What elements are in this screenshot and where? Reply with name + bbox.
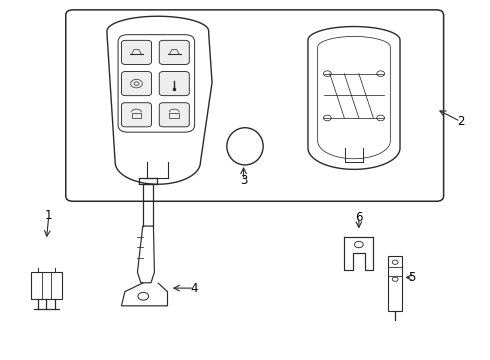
Text: 4: 4 <box>191 282 198 294</box>
Text: 5: 5 <box>409 271 416 284</box>
FancyBboxPatch shape <box>159 72 189 96</box>
FancyBboxPatch shape <box>159 40 189 64</box>
Text: 2: 2 <box>457 115 465 128</box>
FancyBboxPatch shape <box>159 103 189 127</box>
FancyBboxPatch shape <box>122 72 151 96</box>
Text: 6: 6 <box>355 211 363 224</box>
FancyBboxPatch shape <box>122 103 151 127</box>
Text: 3: 3 <box>240 174 247 186</box>
Text: 1: 1 <box>45 209 52 222</box>
FancyBboxPatch shape <box>122 40 151 64</box>
